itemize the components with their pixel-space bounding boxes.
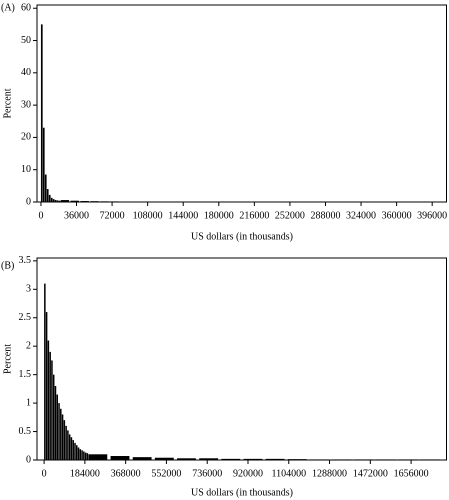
bar bbox=[46, 189, 49, 202]
bar bbox=[42, 127, 45, 202]
x-tick-label: 216000 bbox=[239, 210, 269, 221]
y-tick-label: 2.5 bbox=[19, 312, 32, 323]
y-tick-label: 10 bbox=[21, 164, 31, 175]
x-tick-label: 368000 bbox=[111, 468, 141, 479]
x-tick-label: 36000 bbox=[64, 210, 89, 221]
x-tick-label: 180000 bbox=[204, 210, 234, 221]
bar bbox=[70, 437, 73, 460]
bar bbox=[265, 458, 285, 460]
bar bbox=[50, 197, 53, 202]
bar bbox=[52, 374, 55, 460]
x-tick-label: 184000 bbox=[70, 468, 100, 479]
bar bbox=[60, 200, 70, 202]
x-tick-label: 396000 bbox=[417, 210, 447, 221]
bar bbox=[199, 458, 219, 460]
x-tick-label: 324000 bbox=[346, 210, 376, 221]
y-tick-label: 0 bbox=[26, 454, 31, 465]
x-axis-label: US dollars (in thousands) bbox=[191, 487, 293, 498]
bar bbox=[83, 451, 85, 460]
x-tick-label: 920000 bbox=[233, 468, 263, 479]
plot-frame bbox=[36, 257, 447, 461]
bar bbox=[54, 386, 57, 460]
y-tick-label: 30 bbox=[21, 99, 31, 110]
bar bbox=[63, 420, 66, 460]
x-tick-label: 1104000 bbox=[271, 468, 306, 479]
y-tick-label: 40 bbox=[21, 67, 31, 78]
bar bbox=[221, 458, 241, 460]
bar bbox=[45, 312, 48, 460]
x-tick-label: 0 bbox=[38, 210, 43, 221]
bar bbox=[56, 200, 59, 202]
x-tick-label: 108000 bbox=[133, 210, 163, 221]
bar bbox=[74, 442, 76, 460]
bar bbox=[51, 360, 53, 460]
y-tick-label: 2 bbox=[26, 340, 31, 351]
x-tick-label: 288000 bbox=[310, 210, 340, 221]
bar bbox=[132, 457, 152, 460]
x-tick-label: 1472000 bbox=[353, 468, 388, 479]
y-axis-label: Percent bbox=[2, 344, 13, 374]
bar bbox=[56, 394, 59, 460]
y-tick-label: 1 bbox=[26, 397, 31, 408]
y-tick-label: 0 bbox=[26, 196, 31, 207]
x-tick-label: 144000 bbox=[168, 210, 198, 221]
bar bbox=[44, 174, 47, 202]
bar bbox=[70, 200, 79, 202]
bar bbox=[243, 458, 263, 460]
bar bbox=[88, 454, 108, 460]
bar bbox=[58, 200, 61, 202]
bar bbox=[154, 457, 174, 460]
bar bbox=[40, 24, 43, 203]
x-tick-label: 552000 bbox=[151, 468, 181, 479]
x-axis-label: US dollars (in thousands) bbox=[191, 231, 293, 242]
bar bbox=[177, 458, 196, 460]
bar bbox=[67, 430, 69, 460]
x-tick-label: 0 bbox=[42, 468, 47, 479]
plot-frame bbox=[36, 4, 447, 203]
y-tick-label: 3.5 bbox=[19, 255, 32, 266]
x-tick-label: 1288000 bbox=[312, 468, 347, 479]
bar bbox=[52, 199, 55, 202]
panel-label: (A) bbox=[1, 2, 15, 13]
bar bbox=[48, 194, 51, 202]
y-tick-label: 1.5 bbox=[19, 369, 32, 380]
bar bbox=[61, 414, 64, 460]
bar bbox=[60, 408, 62, 460]
bar bbox=[72, 440, 74, 460]
y-tick-label: 60 bbox=[21, 3, 31, 14]
x-tick-label: 252000 bbox=[275, 210, 305, 221]
y-tick-label: 3 bbox=[26, 284, 31, 295]
bar bbox=[86, 453, 89, 460]
bar bbox=[44, 283, 46, 460]
x-tick-label: 1656000 bbox=[394, 468, 429, 479]
bar bbox=[58, 403, 60, 460]
bar bbox=[68, 434, 71, 460]
bar bbox=[84, 452, 87, 460]
panel-label: (B) bbox=[1, 260, 14, 271]
bar bbox=[65, 425, 67, 460]
y-axis-label: Percent bbox=[2, 88, 13, 118]
x-tick-label: 360000 bbox=[382, 210, 412, 221]
y-tick-label: 50 bbox=[21, 35, 31, 46]
bar bbox=[79, 449, 82, 460]
y-tick-label: 20 bbox=[21, 132, 31, 143]
bar bbox=[77, 447, 80, 460]
bar bbox=[54, 200, 57, 202]
x-tick-label: 72000 bbox=[100, 210, 125, 221]
bar bbox=[76, 445, 78, 460]
x-tick-label: 736000 bbox=[192, 468, 222, 479]
bar bbox=[49, 351, 51, 460]
bar bbox=[81, 450, 83, 460]
bar bbox=[110, 456, 130, 460]
bar bbox=[47, 340, 50, 460]
y-tick-label: 0.5 bbox=[19, 426, 32, 437]
